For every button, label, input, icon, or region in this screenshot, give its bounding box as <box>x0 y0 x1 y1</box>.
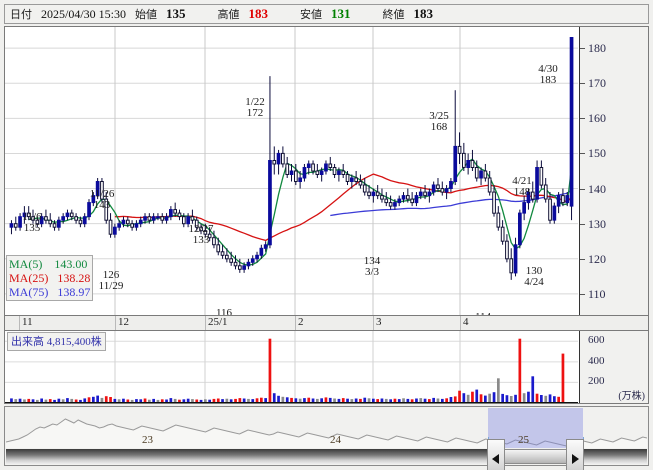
volume-y-axis: (万株) 600 400 200 <box>579 331 648 403</box>
quote-header-row: 日付 2025/04/30 15:30 始値 135 高値 183 安値 131… <box>10 6 433 22</box>
triangle-right-icon <box>571 451 579 469</box>
ann-0421: 4/21 148 <box>512 175 532 198</box>
ann-0122: 1/22 172 <box>245 96 265 119</box>
navigator-area-svg <box>6 418 647 448</box>
price-candlestick-svg <box>5 27 578 315</box>
navigator-overview-chart[interactable] <box>6 408 647 448</box>
x-axis-separator <box>115 316 116 330</box>
price-y-axis: 180 170 160 150 140 130 120 110 <box>579 27 648 315</box>
low-value: 131 <box>331 6 351 21</box>
x-axis-separator <box>460 316 461 330</box>
ma-legend-row-2: MA(75) 138.97 <box>9 285 91 299</box>
price-y-tickmark <box>580 83 585 85</box>
price-y-tick-110: 110 <box>588 286 606 301</box>
x-axis-separator <box>205 316 206 330</box>
price-y-tick-130: 130 <box>588 216 606 231</box>
volume-label: 出来高 4,815,400株 <box>7 332 106 351</box>
price-y-tick-140: 140 <box>588 181 606 196</box>
price-chart-panel[interactable]: 11/613511/2614312810/3113011/1212611/291… <box>4 26 649 316</box>
x-axis-tick-3: 3 <box>376 316 382 328</box>
volume-y-tick-600: 600 <box>588 334 605 347</box>
high-value: 183 <box>248 6 269 21</box>
x-axis-tick-25-1: 25/1 <box>208 316 228 328</box>
x-axis-tick-4: 4 <box>463 316 469 328</box>
open-value: 135 <box>166 6 186 21</box>
x-axis-tick-11: 11 <box>22 316 33 328</box>
price-y-tick-120: 120 <box>588 251 606 266</box>
price-y-tickmark <box>580 293 585 295</box>
date-value: 2025/04/30 15:30 <box>41 7 127 21</box>
price-y-tick-180: 180 <box>588 41 606 56</box>
volume-y-tick-200: 200 <box>588 375 605 388</box>
ann-1129: 126 11/29 <box>98 269 124 292</box>
low-label: 安値 <box>300 9 323 21</box>
quote-header-bar: 日付 2025/04/30 15:30 始値 135 高値 183 安値 131… <box>4 4 649 24</box>
x-axis-tick-2: 2 <box>298 316 304 328</box>
price-y-tickmark <box>580 188 585 190</box>
moving-average-legend: MA(5) 143.00 MA(25) 138.28 MA(75) 138.97 <box>6 255 94 301</box>
date-label: 日付 <box>10 9 32 21</box>
navigator-scroll-track[interactable] <box>6 449 647 464</box>
ann-0424: 130 4/24 <box>524 265 544 288</box>
range-navigator[interactable]: 23 24 25 <box>4 406 649 470</box>
ma-legend-row-1: MA(25) 138.28 <box>9 271 91 285</box>
navigator-label-24: 24 <box>330 434 341 446</box>
navigator-label-23: 23 <box>142 434 153 446</box>
close-value: 183 <box>413 6 434 21</box>
price-y-tickmark <box>580 48 585 50</box>
ann-0303: 134 3/3 <box>363 255 381 278</box>
volume-unit-label: (万株) <box>618 391 645 402</box>
ann-0407: 1144/7 <box>461 312 505 316</box>
ann-1227: 12/27 133 <box>188 223 214 246</box>
navigator-right-handle[interactable] <box>566 439 584 470</box>
price-y-tick-160: 160 <box>588 111 606 126</box>
ann-0430: 4/30 183 <box>538 63 558 86</box>
x-axis-separator <box>295 316 296 330</box>
ann-1106: 11/6 135 <box>22 211 42 234</box>
price-plot-area[interactable]: 11/613511/2614312810/3113011/1212611/291… <box>5 27 578 315</box>
x-axis-separator <box>373 316 374 330</box>
volume-plot-area[interactable]: 出来高 4,815,400株 <box>5 331 578 403</box>
ann-1126: 11/26 143 <box>89 188 115 211</box>
high-label: 高値 <box>217 9 240 21</box>
x-axis-tick-12: 12 <box>118 316 129 328</box>
ma-legend-row-0: MA(5) 143.00 <box>9 257 88 271</box>
price-y-tickmark <box>580 153 585 155</box>
navigator-left-handle[interactable] <box>487 439 505 470</box>
open-label: 始値 <box>135 9 158 21</box>
volume-chart-panel[interactable]: 出来高 4,815,400株 (万株) 600 400 200 <box>4 330 649 404</box>
price-y-tickmark <box>580 258 585 260</box>
price-y-tickmark <box>580 118 585 120</box>
navigator-label-25: 25 <box>518 434 529 446</box>
price-y-tick-170: 170 <box>588 76 606 91</box>
close-label: 終値 <box>382 9 405 21</box>
volume-y-tick-400: 400 <box>588 354 605 367</box>
triangle-left-icon <box>492 451 500 469</box>
ann-0325: 3/25 168 <box>429 110 449 133</box>
volume-bars-svg <box>5 331 578 403</box>
x-axis-separator <box>19 316 20 330</box>
x-axis-strip: 11 12 25/1 2 3 4 <box>4 316 649 330</box>
price-y-tickmark <box>580 223 585 225</box>
price-y-tick-150: 150 <box>588 146 606 161</box>
